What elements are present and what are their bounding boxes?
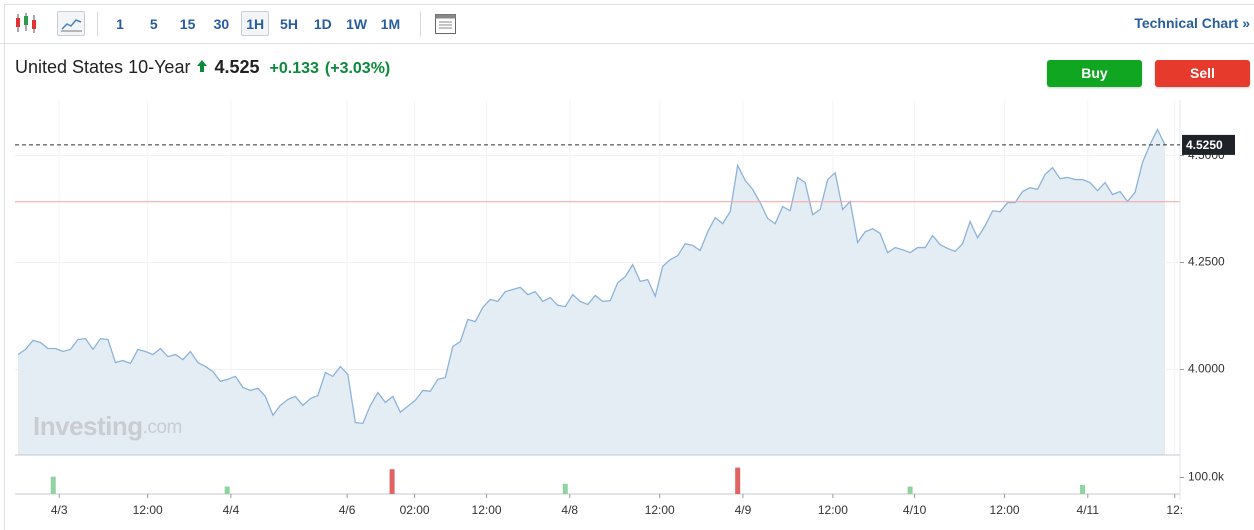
line-chart-button[interactable] <box>57 11 85 36</box>
instrument-header: United States 10-Year 4.525 +0.133 (+3.0… <box>15 57 390 78</box>
interval-button[interactable]: 15 <box>179 16 196 32</box>
separator <box>97 12 98 36</box>
interval-button[interactable]: 1M <box>380 16 401 32</box>
sell-button[interactable]: Sell <box>1155 60 1250 87</box>
interval-button[interactable]: 1D <box>313 16 332 32</box>
interval-button[interactable]: 1H <box>241 11 270 36</box>
price-change-percent: (+3.03%) <box>324 60 391 77</box>
separator <box>420 12 421 36</box>
instrument-name: United States 10-Year <box>15 57 191 77</box>
interval-button[interactable]: 5 <box>149 16 158 32</box>
technical-chart-link[interactable]: Technical Chart » <box>1134 15 1250 31</box>
table-icon[interactable] <box>434 13 458 35</box>
buy-button[interactable]: Buy <box>1047 60 1142 87</box>
interval-button[interactable]: 5H <box>280 16 298 32</box>
candlestick-icon[interactable] <box>14 12 38 34</box>
toolbar: 1 5 15 30 1H 5H 1D 1W 1M Technical Chart » <box>0 0 1254 44</box>
interval-button[interactable]: 1W <box>346 16 368 32</box>
interval-button[interactable]: 1 <box>116 16 124 32</box>
interval-button[interactable]: 30 <box>213 16 230 32</box>
price-change: +0.133 <box>269 60 319 77</box>
up-arrow <box>197 60 208 72</box>
widget-frame <box>4 4 1254 530</box>
last-price: 4.525 <box>214 57 260 77</box>
line-chart-icon <box>61 19 82 32</box>
